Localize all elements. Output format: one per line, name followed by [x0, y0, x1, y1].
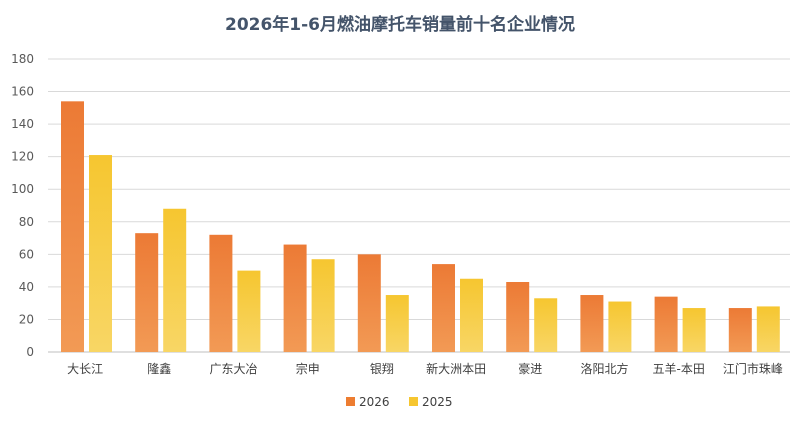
bar-2026-洛阳北方 [580, 295, 604, 352]
bar-2025-广东大冶 [237, 270, 261, 352]
bar-2026-广东大冶 [209, 234, 233, 352]
bar-2025-宗申 [311, 259, 335, 352]
x-category-label: 隆鑫 [147, 361, 171, 376]
bar-2026-江门市珠峰 [728, 308, 752, 352]
y-tick-label: 160 [11, 85, 34, 99]
x-category-label: 江门市珠峰 [723, 361, 783, 376]
bar-2025-隆鑫 [163, 208, 187, 352]
bar-2026-银翔 [357, 254, 381, 352]
x-category-label: 宗申 [296, 361, 320, 376]
bar-2026-隆鑫 [135, 233, 159, 352]
y-tick-label: 0 [26, 345, 34, 359]
y-tick-label: 40 [19, 280, 34, 294]
x-axis-categories: 大长江 隆鑫 广东大冶 宗申 银翔 新大洲本田 豪进 洛阳北方 五羊-本田 江门市珠峰 [67, 361, 783, 376]
bar-2025-五羊-本田 [682, 308, 706, 352]
legend-label-2025: 2025 [422, 395, 453, 409]
x-category-label: 五羊-本田 [653, 361, 705, 376]
bar-2025-豪进 [534, 298, 558, 352]
bar-2026-宗申 [283, 244, 307, 352]
chart-title: 2026年1-6月燃油摩托车销量前十名企业情况 [225, 14, 575, 35]
bar-2026-新大洲本田 [432, 264, 455, 352]
gridlines [48, 58, 790, 353]
x-category-label: 广东大冶 [209, 362, 257, 376]
y-tick-label: 140 [11, 117, 34, 131]
bar-2026-豪进 [506, 282, 530, 352]
y-tick-label: 80 [19, 215, 34, 229]
x-category-label: 银翔 [370, 362, 394, 376]
x-category-label: 豪进 [518, 361, 542, 376]
x-category-label: 新大洲本田 [426, 361, 486, 376]
bar-2025-江门市珠峰 [756, 306, 780, 352]
bar-2025-银翔 [385, 295, 409, 352]
legend-swatch-2026 [346, 397, 355, 406]
bar-2026-大长江 [61, 101, 84, 352]
legend-label-2026: 2026 [359, 395, 390, 409]
y-tick-label: 180 [11, 52, 34, 66]
x-category-label: 大长江 [67, 362, 103, 376]
y-tick-label: 120 [11, 150, 34, 164]
y-tick-label: 100 [11, 182, 34, 196]
bar-2025-洛阳北方 [608, 301, 632, 352]
y-axis-ticks: 0 20 40 60 80 100 120 140 160 180 [11, 52, 34, 359]
x-category-label: 洛阳北方 [580, 361, 628, 376]
legend-swatch-2025 [409, 397, 418, 406]
legend: 2026 2025 [346, 395, 453, 409]
y-tick-label: 20 [19, 312, 34, 326]
bar-2026-五羊-本田 [654, 296, 678, 352]
bar-2025-新大洲本田 [460, 278, 483, 352]
bar-2025-大长江 [89, 155, 112, 352]
y-tick-label: 60 [19, 247, 34, 261]
bars [61, 101, 780, 352]
